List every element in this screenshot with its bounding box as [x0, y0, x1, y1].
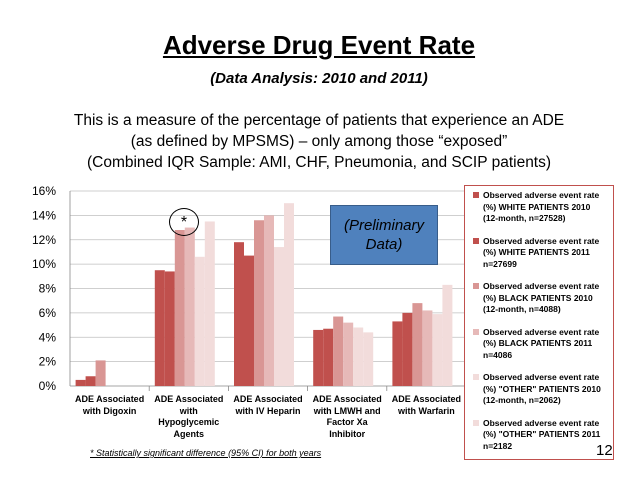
slide-title: Adverse Drug Event Rate [162, 30, 476, 60]
preliminary-label: Data) [365, 236, 403, 253]
bar [254, 220, 264, 386]
legend-swatch [473, 237, 479, 244]
bar [174, 230, 185, 386]
bar [343, 322, 354, 386]
legend-text: (%) WHITE PATIENTS 2011 [483, 247, 590, 257]
x-tick-label-line: with [179, 405, 198, 416]
x-tick-label-line: ADE Associated [75, 394, 145, 404]
legend-text: (%) "OTHER" PATIENTS 2010 [483, 383, 601, 394]
bar [284, 203, 294, 386]
bar [154, 270, 165, 386]
description-line: (as defined by MPSMS) – only among those… [130, 133, 508, 150]
y-tick-label: 12% [32, 233, 56, 247]
legend-text: Observed adverse event rate [483, 235, 600, 246]
legend-text: Observed adverse event rate [483, 326, 600, 337]
x-tick-label-line: ADE Associated [391, 394, 461, 404]
x-tick-label-line: Hypoglycemic [158, 417, 220, 427]
bar [244, 255, 254, 386]
legend-text: (12-month, n=2062) [483, 395, 561, 405]
x-tick-label-line: ADE Associated [233, 394, 303, 404]
bar [164, 271, 175, 386]
y-tick-label: 14% [32, 208, 56, 222]
x-tick-label-line: Factor Xa [326, 417, 368, 427]
x-tick-label: ADE Associated with IV Heparin [229, 394, 307, 417]
x-tick-label: ADE Associated with Hypoglycemic Agents [150, 394, 228, 440]
x-tick-label-line: with Warfarin [398, 405, 455, 416]
legend-text: Observed adverse event rate [483, 190, 600, 200]
bar [184, 227, 195, 386]
x-tick-label: ADE Associated with LMWH and Factor Xa Inhi… [308, 394, 386, 440]
description: This is a measure of the percentage of p… [40, 110, 598, 173]
x-tick-label: ADE Associated with Digoxin [71, 394, 149, 417]
legend-swatch [473, 283, 479, 289]
legend-swatch [473, 419, 479, 426]
description-line: (Combined IQR Sample: AMI, CHF, Pneumoni… [86, 154, 552, 171]
y-tick-label: 6% [39, 306, 57, 320]
bar [412, 303, 423, 386]
bar [392, 321, 403, 386]
bar [194, 256, 205, 386]
x-tick-label-line: ADE Associated [154, 394, 224, 404]
y-tick-label: 4% [39, 330, 57, 344]
x-tick-label-line: with Digoxin [82, 405, 137, 416]
significance-marker: * [169, 208, 199, 236]
bar [422, 310, 433, 386]
chart-legend: Observed adverse event rate (%) WHITE PAT… [464, 185, 614, 460]
y-tick-label: 10% [32, 257, 56, 271]
legend-swatch [473, 192, 479, 198]
preliminary-data-callout: (Preliminary Data) [330, 205, 438, 265]
legend-swatch [473, 374, 479, 380]
x-tick-label-line: Inhibitor [329, 428, 366, 439]
bar [432, 314, 443, 386]
legend-text: Observed adverse event rate [483, 417, 600, 428]
bar [313, 329, 324, 386]
footnote: * Statistically significant difference (… [90, 448, 322, 458]
legend-item: Observed adverse event rate (%) "OTHER" P… [473, 372, 613, 407]
legend-swatch [473, 328, 479, 335]
legend-item: Observed adverse event rate (%) BLACK PAT… [473, 327, 613, 362]
legend-text: n=27699 [483, 258, 517, 269]
legend-item: Observed adverse event rate (%) WHITE PAT… [473, 190, 613, 225]
bar [333, 316, 344, 386]
description-line: This is a measure of the percentage of p… [73, 112, 565, 129]
legend-text: n=4086 [483, 349, 513, 360]
bar [402, 312, 413, 386]
bar [323, 328, 334, 386]
legend-item: Observed adverse event rate (%) WHITE PAT… [473, 236, 613, 271]
legend-text: (%) BLACK PATIENTS 2011 [483, 338, 593, 348]
slide-subtitle: (Data Analysis: 2010 and 2011) [210, 70, 428, 87]
bar [204, 221, 215, 386]
legend-item: Observed adverse event rate (%) BLACK PAT… [473, 281, 613, 316]
x-tick-label-line: Agents [173, 428, 205, 439]
x-tick-label: ADE Associated with Warfarin [387, 394, 465, 417]
bar [442, 284, 453, 386]
bar [274, 247, 284, 386]
legend-text: n=2182 [483, 440, 513, 451]
bar [234, 242, 244, 386]
y-tick-label: 16% [32, 184, 56, 198]
legend-text: (%) WHITE PATIENTS 2010 [483, 201, 591, 212]
legend-text: (%) BLACK PATIENTS 2010 [483, 292, 593, 303]
bar [264, 215, 274, 386]
bar [95, 360, 106, 386]
preliminary-label: (Preliminary [343, 217, 424, 234]
y-tick-label: 0% [39, 379, 57, 393]
bar [85, 376, 96, 386]
bar [353, 327, 364, 386]
legend-text: Observed adverse event rate [483, 372, 600, 382]
bar [75, 379, 86, 386]
x-tick-label-line: with IV Heparin [235, 405, 301, 416]
legend-text: (12-month, n=4088) [483, 304, 561, 314]
bar [363, 332, 374, 386]
legend-text: Observed adverse event rate [483, 281, 600, 291]
y-tick-label: 8% [39, 282, 57, 296]
x-tick-label-line: with LMWH and [313, 405, 381, 416]
legend-item: Observed adverse event rate (%) "OTHER" P… [473, 418, 613, 453]
legend-text: (12-month, n=27528) [483, 213, 566, 223]
legend-text: (%) "OTHER" PATIENTS 2011 [483, 429, 601, 439]
x-tick-label-line: ADE Associated [312, 394, 382, 404]
page-number: 12 [596, 442, 613, 459]
y-tick-label: 2% [39, 355, 57, 369]
